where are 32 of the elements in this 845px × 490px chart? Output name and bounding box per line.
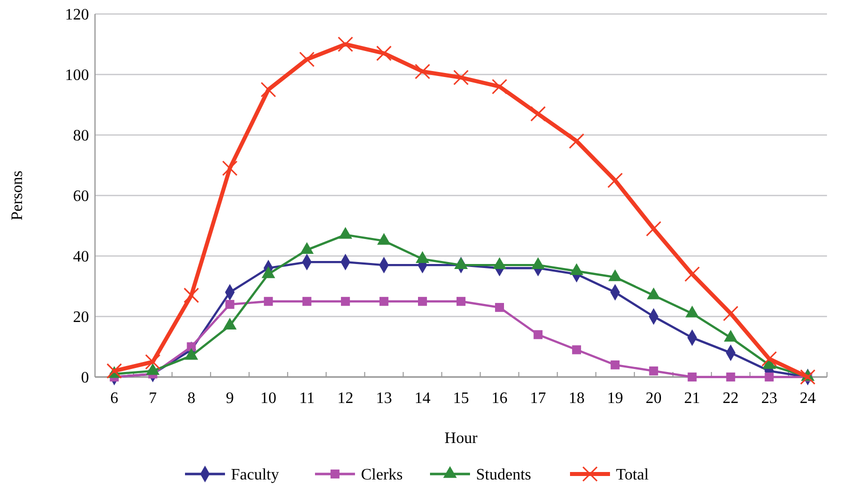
legend-label: Clerks bbox=[361, 466, 403, 484]
x-tick-label: 13 bbox=[376, 390, 392, 407]
x-tick-label: 11 bbox=[299, 390, 315, 407]
x-tick-label: 21 bbox=[684, 390, 700, 407]
x-tick-label: 22 bbox=[722, 390, 739, 407]
y-tick-label: 0 bbox=[81, 370, 89, 387]
x-tick-label: 19 bbox=[607, 390, 624, 407]
y-tick-label: 60 bbox=[73, 188, 89, 206]
x-tick-label: 17 bbox=[530, 390, 546, 407]
x-tick-label: 20 bbox=[646, 390, 662, 407]
y-axis-title: Persons bbox=[9, 170, 26, 220]
x-tick-label: 10 bbox=[260, 390, 276, 407]
y-tick-label: 120 bbox=[65, 6, 89, 24]
x-tick-label: 23 bbox=[761, 390, 778, 407]
y-tick-label: 40 bbox=[73, 248, 89, 266]
x-axis-title: Hour bbox=[444, 430, 478, 447]
x-tick-label: 18 bbox=[568, 390, 585, 407]
legend-label: Students bbox=[476, 466, 532, 484]
x-tick-label: 14 bbox=[414, 390, 430, 407]
legend-label: Total bbox=[616, 466, 650, 484]
y-tick-label: 80 bbox=[73, 128, 89, 145]
x-tick-label: 7 bbox=[148, 390, 157, 407]
x-tick-label: 8 bbox=[187, 390, 196, 407]
x-tick-label: 12 bbox=[337, 390, 354, 407]
legend-label: Faculty bbox=[231, 466, 279, 484]
x-tick-label: 15 bbox=[453, 390, 469, 407]
x-tick-label: 24 bbox=[800, 390, 816, 407]
x-tick-label: 16 bbox=[492, 390, 508, 407]
y-tick-label: 20 bbox=[73, 309, 89, 326]
x-tick-label: 9 bbox=[226, 390, 234, 407]
x-tick-label: 6 bbox=[110, 390, 118, 407]
y-tick-label: 100 bbox=[65, 67, 89, 84]
